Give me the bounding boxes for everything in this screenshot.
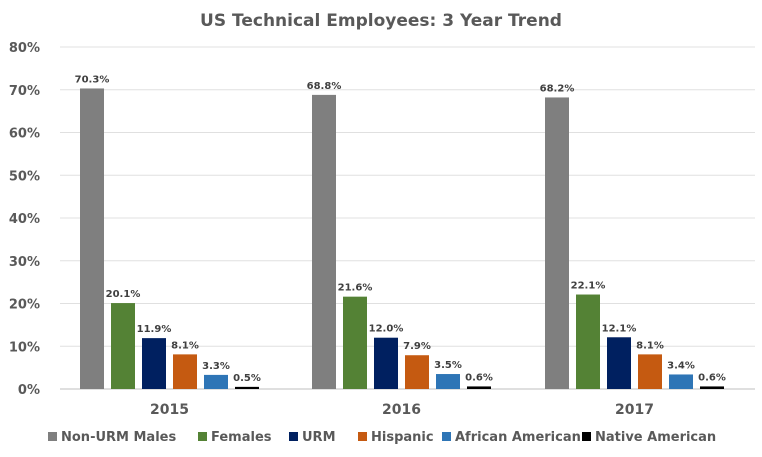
x-tick-label: 2017 xyxy=(615,402,654,418)
bar-native-american-2015 xyxy=(235,386,259,389)
legend-item: Females xyxy=(198,430,272,445)
legend-item: Native American xyxy=(582,430,716,445)
bar-hispanic-2017 xyxy=(638,354,662,389)
data-label: 0.6% xyxy=(465,372,493,383)
bar-african-american-2017 xyxy=(669,374,693,389)
legend-swatch xyxy=(582,432,591,441)
legend-item: Hispanic xyxy=(358,430,434,445)
data-label: 3.3% xyxy=(202,361,230,372)
data-label: 8.1% xyxy=(636,340,664,351)
legend-label: African American xyxy=(455,430,581,445)
bar-non-urm-males-2015 xyxy=(80,88,104,389)
bar-urm-2015 xyxy=(142,338,166,389)
y-tick-label: 0% xyxy=(18,383,40,398)
data-label: 0.6% xyxy=(698,372,726,383)
data-label: 11.9% xyxy=(137,324,172,335)
bar-urm-2016 xyxy=(374,337,398,389)
legend-swatch xyxy=(358,432,367,441)
data-label: 70.3% xyxy=(75,74,110,85)
legend-item: URM xyxy=(289,430,336,445)
legend-label: Non-URM Males xyxy=(61,430,176,445)
data-label: 8.1% xyxy=(171,340,199,351)
legend-label: Females xyxy=(211,430,272,445)
bar-non-urm-males-2017 xyxy=(545,97,569,389)
legend-swatch xyxy=(198,432,207,441)
data-label: 22.1% xyxy=(571,281,606,292)
data-label: 0.5% xyxy=(233,373,261,384)
data-label: 68.8% xyxy=(307,81,342,92)
bar-urm-2017 xyxy=(607,337,631,389)
legend-label: URM xyxy=(302,430,336,445)
y-tick-label: 80% xyxy=(9,41,40,56)
y-tick-label: 10% xyxy=(9,340,40,355)
bar-hispanic-2016 xyxy=(405,355,429,389)
y-tick-label: 70% xyxy=(9,84,40,99)
data-label: 68.2% xyxy=(540,83,575,94)
y-tick-label: 60% xyxy=(9,127,40,142)
legend-swatch xyxy=(48,432,57,441)
bar-african-american-2015 xyxy=(204,374,228,389)
x-tick-label: 2016 xyxy=(382,402,421,418)
legend-swatch xyxy=(442,432,451,441)
data-label: 7.9% xyxy=(403,341,431,352)
bar-native-american-2016 xyxy=(467,386,491,389)
data-label: 12.1% xyxy=(602,323,637,334)
bar-non-urm-males-2016 xyxy=(312,94,336,389)
y-tick-label: 40% xyxy=(9,212,40,227)
legend-swatch xyxy=(289,432,298,441)
bar-females-2016 xyxy=(343,296,367,389)
legend-label: Native American xyxy=(595,430,716,445)
data-label: 3.4% xyxy=(667,360,695,371)
y-tick-label: 30% xyxy=(9,255,40,270)
bar-african-american-2016 xyxy=(436,374,460,389)
x-tick-label: 2015 xyxy=(150,402,189,418)
legend-item: African American xyxy=(442,430,581,445)
data-label: 20.1% xyxy=(106,289,141,300)
y-tick-label: 50% xyxy=(9,169,40,184)
bar-females-2015 xyxy=(111,303,135,389)
bar-hispanic-2015 xyxy=(173,354,197,389)
bar-females-2017 xyxy=(576,294,600,389)
y-tick-label: 20% xyxy=(9,298,40,313)
data-label: 12.0% xyxy=(369,324,404,335)
legend-label: Hispanic xyxy=(371,430,434,445)
data-label: 3.5% xyxy=(434,360,462,371)
data-label: 21.6% xyxy=(338,283,373,294)
bar-native-american-2017 xyxy=(700,386,724,389)
legend-item: Non-URM Males xyxy=(48,430,176,445)
chart-title: US Technical Employees: 3 Year Trend xyxy=(200,11,562,31)
